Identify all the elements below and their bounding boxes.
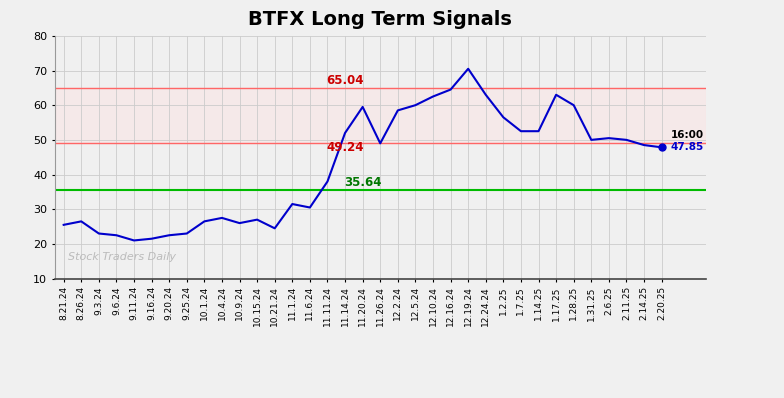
Bar bbox=[55, 88, 706, 142]
Text: 35.64: 35.64 bbox=[344, 176, 381, 189]
Title: BTFX Long Term Signals: BTFX Long Term Signals bbox=[249, 10, 512, 29]
Text: 16:00: 16:00 bbox=[670, 130, 703, 140]
Text: 49.24: 49.24 bbox=[326, 141, 364, 154]
Text: 47.85: 47.85 bbox=[670, 142, 704, 152]
Text: Stock Traders Daily: Stock Traders Daily bbox=[68, 252, 176, 261]
Text: 65.04: 65.04 bbox=[326, 74, 364, 86]
